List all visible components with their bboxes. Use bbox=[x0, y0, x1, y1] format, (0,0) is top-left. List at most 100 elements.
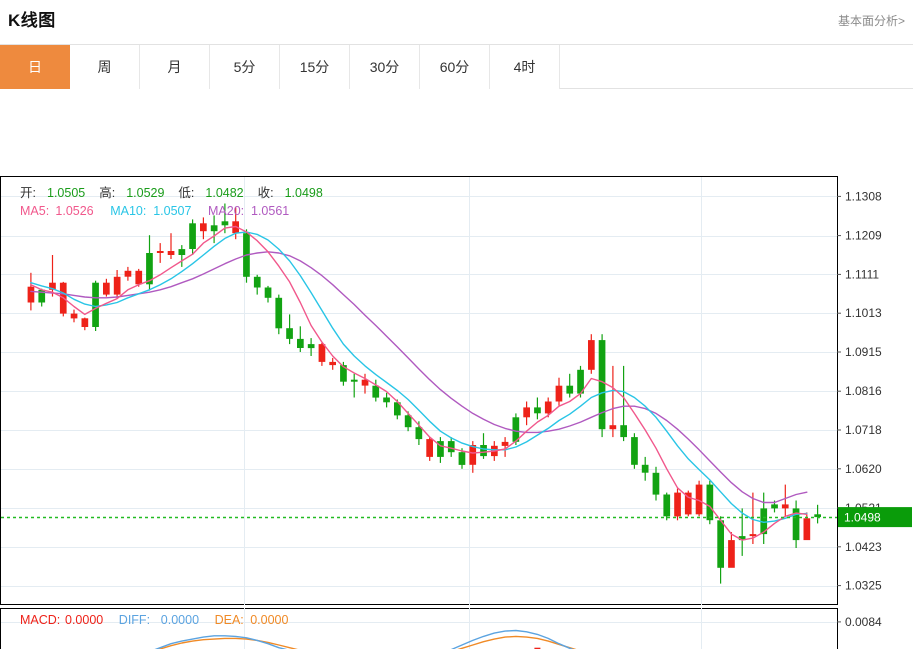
candle-body bbox=[124, 270, 132, 277]
candle-body bbox=[253, 276, 261, 288]
candle-body bbox=[437, 441, 444, 457]
legend-dea-label: DEA: bbox=[215, 613, 244, 627]
candle-body bbox=[555, 385, 563, 402]
fundamental-analysis-link[interactable]: 基本面分析> bbox=[837, 14, 905, 28]
macd-y-axis: 0.00840.0015-0.0054 bbox=[837, 608, 882, 649]
price-axis-label: 1.0620 bbox=[845, 462, 882, 476]
candle-body bbox=[286, 328, 293, 339]
legend-close-value: 1.0498 bbox=[285, 186, 323, 200]
candle-body bbox=[480, 445, 487, 457]
candle-body bbox=[717, 520, 724, 568]
candle-body bbox=[620, 425, 627, 438]
current-price-tag[interactable]: 1.0498 bbox=[838, 507, 912, 528]
candle-body bbox=[372, 385, 380, 398]
candle-body bbox=[803, 518, 811, 541]
candle-body bbox=[771, 504, 778, 509]
candle-body bbox=[447, 441, 455, 453]
candle-body bbox=[792, 508, 800, 541]
legend-low-value: 1.0482 bbox=[205, 186, 243, 200]
period-tabbar: 日 周 月 5分 15分 30分 60分 4时 bbox=[0, 45, 913, 89]
tab-30min[interactable]: 30分 bbox=[350, 45, 420, 89]
candle-body bbox=[674, 492, 681, 517]
legend-diff-value: 0.0000 bbox=[161, 613, 199, 627]
price-axis-label: 1.0816 bbox=[845, 384, 882, 398]
page-header: K线图 基本面分析> bbox=[0, 0, 913, 45]
tab-5min[interactable]: 5分 bbox=[210, 45, 280, 89]
candle-body bbox=[631, 437, 638, 465]
candle-body bbox=[49, 282, 56, 290]
legend-high-value: 1.0529 bbox=[126, 186, 164, 200]
price-axis-label: 1.1308 bbox=[845, 189, 882, 203]
candle-body bbox=[178, 249, 186, 255]
candle-body bbox=[469, 445, 477, 465]
candle-body bbox=[609, 425, 617, 430]
candle-body bbox=[264, 287, 272, 298]
legend-dea-value: 0.0000 bbox=[250, 613, 288, 627]
tab-4hour[interactable]: 4时 bbox=[490, 45, 560, 89]
candle-body bbox=[38, 289, 46, 303]
candle-body bbox=[534, 407, 541, 414]
candle-body bbox=[728, 540, 735, 568]
diff-line bbox=[154, 629, 574, 649]
ma10-line bbox=[30, 231, 808, 523]
candle-body bbox=[641, 464, 649, 473]
candle-body bbox=[781, 504, 789, 509]
kline-svg[interactable]: 1.1308 1.1209 1.1111 1.1013 1.0915 1.0816 1.07… bbox=[0, 89, 913, 649]
price-axis-label: 1.0423 bbox=[845, 540, 882, 554]
legend-close-label: 收: bbox=[258, 186, 274, 200]
page-title: K线图 bbox=[8, 11, 56, 30]
candle-body bbox=[92, 282, 99, 327]
legend-ma10-label: MA10: bbox=[110, 204, 146, 218]
chart-area[interactable]: 1.1308 1.1209 1.1111 1.1013 1.0915 1.0816 1.07… bbox=[0, 89, 913, 649]
tab-day[interactable]: 日 bbox=[0, 45, 70, 89]
current-price-tag-bg bbox=[838, 507, 912, 528]
candle-body bbox=[146, 253, 153, 285]
legend-macd-value: 0.0000 bbox=[65, 613, 103, 627]
tab-week[interactable]: 周 bbox=[70, 45, 140, 89]
price-axis-label: 1.0915 bbox=[845, 345, 882, 359]
candle-body bbox=[167, 251, 175, 255]
tab-60min[interactable]: 60分 bbox=[420, 45, 490, 89]
macd-lines bbox=[154, 629, 577, 649]
price-panel bbox=[0, 176, 838, 605]
candle-body bbox=[738, 536, 746, 541]
candle-body bbox=[415, 427, 423, 440]
tabbar-spacer bbox=[560, 45, 913, 88]
candle-body bbox=[307, 344, 315, 349]
candle-body bbox=[361, 379, 369, 386]
candle-body bbox=[652, 472, 660, 495]
candle-body bbox=[113, 276, 121, 295]
ohlc-legend: 开: 1.0505 高: 1.0529 低: 1.0482 收: 1.0498 MA5: 1.05… bbox=[20, 185, 323, 218]
price-y-axis: 1.1308 1.1209 1.1111 1.1013 1.0915 1.0816 1.07… bbox=[837, 177, 912, 605]
candle-body bbox=[189, 223, 196, 249]
candle-body bbox=[297, 338, 304, 348]
price-axis-label: 1.1111 bbox=[845, 267, 879, 281]
candle-body bbox=[523, 407, 530, 418]
candle-body bbox=[458, 452, 466, 465]
price-axis-label: 1.0325 bbox=[845, 579, 882, 593]
candle-body bbox=[103, 282, 110, 295]
ma20-line bbox=[30, 251, 808, 504]
current-price-tag-label: 1.0498 bbox=[844, 511, 881, 525]
candle-body bbox=[760, 508, 768, 535]
candle-body bbox=[70, 313, 78, 319]
legend-ma10-value: 1.0507 bbox=[153, 204, 191, 218]
candle-body bbox=[275, 297, 283, 329]
macd-panel-frame bbox=[0, 608, 838, 649]
tab-month[interactable]: 月 bbox=[140, 45, 210, 89]
candle-body bbox=[210, 225, 218, 232]
candle-body bbox=[695, 484, 703, 515]
candlestick-series bbox=[27, 203, 821, 584]
candle-body bbox=[566, 385, 574, 394]
candle-body bbox=[383, 397, 390, 403]
candle-body bbox=[588, 340, 595, 370]
candle-body bbox=[663, 494, 671, 517]
candle-body bbox=[426, 439, 433, 457]
candle-body bbox=[318, 344, 326, 362]
candle-body bbox=[706, 484, 714, 521]
price-axis-label: 1.1013 bbox=[845, 306, 882, 320]
tab-15min[interactable]: 15分 bbox=[280, 45, 350, 89]
ma5-line bbox=[30, 225, 808, 541]
legend-ma20-label: MA20: bbox=[208, 204, 244, 218]
